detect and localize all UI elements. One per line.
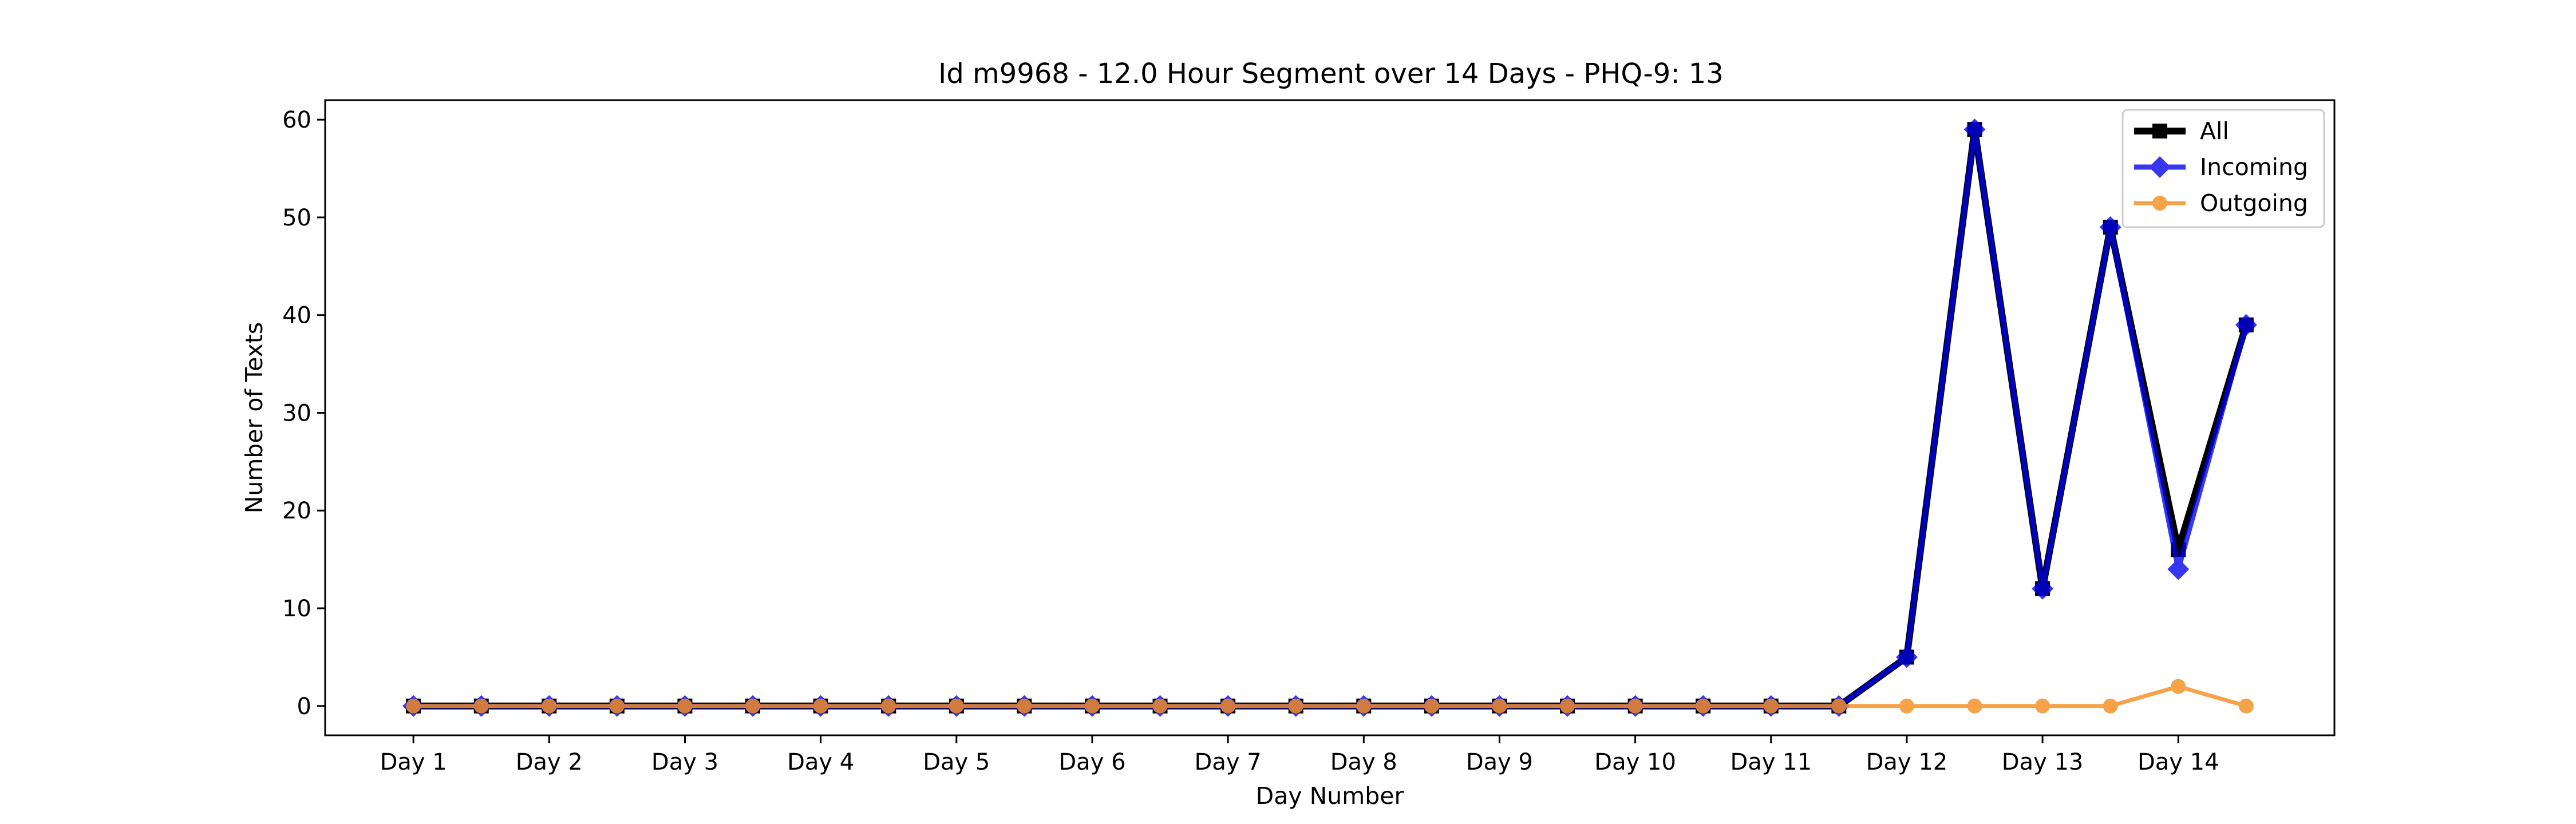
- data-point-incoming: [2167, 558, 2190, 580]
- data-point-outgoing: [473, 698, 489, 714]
- x-tick-label: Day 14: [2138, 749, 2219, 775]
- series-line-outgoing: [411, 684, 2249, 708]
- chart-title: Id m9968 - 12.0 Hour Segment over 14 Day…: [938, 58, 1724, 90]
- y-tick-label: 40: [282, 303, 311, 329]
- x-tick-label: Day 4: [787, 749, 854, 775]
- y-tick-label: 50: [282, 205, 311, 231]
- legend-marker-incoming: [2149, 156, 2171, 178]
- data-point-incoming: [1895, 646, 1918, 668]
- data-point-outgoing: [1763, 698, 1779, 714]
- x-tick-label: Day 2: [516, 749, 583, 775]
- data-point-outgoing: [677, 698, 693, 714]
- legend: All Incoming Outgoing: [2121, 109, 2325, 228]
- data-point-outgoing: [609, 698, 625, 714]
- data-point-outgoing: [406, 698, 421, 714]
- legend-handle-all: [2134, 124, 2186, 138]
- data-point-outgoing: [1152, 698, 1168, 714]
- data-point-outgoing: [1356, 698, 1372, 714]
- data-point-outgoing: [1288, 698, 1303, 714]
- x-tick-label: Day 7: [1195, 749, 1262, 775]
- series-outgoing: [406, 679, 2254, 714]
- y-tick-label: 0: [297, 694, 311, 720]
- y-tick-label: 60: [282, 107, 311, 133]
- y-tick-label: 10: [282, 596, 311, 622]
- data-point-outgoing: [745, 698, 761, 714]
- data-point-outgoing: [542, 698, 557, 714]
- legend-marker-outgoing: [2152, 196, 2167, 211]
- x-tick-label: Day 13: [2002, 749, 2084, 775]
- y-tick-label: 20: [282, 498, 311, 524]
- legend-handle-incoming: [2134, 156, 2186, 178]
- x-tick-label: Day 1: [380, 749, 447, 775]
- data-point-outgoing: [1084, 698, 1100, 714]
- plot-area: [402, 118, 2257, 717]
- y-axis-label: Number of Texts: [240, 322, 268, 514]
- data-point-outgoing: [1220, 698, 1236, 714]
- legend-marker-all: [2152, 124, 2167, 138]
- axes-frame: [324, 99, 2336, 736]
- x-tick-label: Day 10: [1594, 749, 1676, 775]
- data-point-outgoing: [2238, 698, 2254, 714]
- x-tick-label: Day 9: [1466, 749, 1533, 775]
- data-point-outgoing: [1967, 698, 1982, 714]
- data-point-outgoing: [2103, 698, 2118, 714]
- axis-ticks: 0 10 20 30 40 50 60 Day 1 Day 2 Day 3 Day 4 Day 5 Da…: [282, 107, 2219, 775]
- x-tick-label: Day 12: [1866, 749, 1948, 775]
- data-point-outgoing: [1899, 698, 1914, 714]
- data-point-outgoing: [1492, 698, 1507, 714]
- data-point-outgoing: [1560, 698, 1575, 714]
- legend-handle-outgoing: [2134, 196, 2186, 211]
- legend-label-outgoing: Outgoing: [2200, 189, 2308, 217]
- data-point-outgoing: [1696, 698, 1711, 714]
- data-point-outgoing: [1424, 698, 1439, 714]
- data-point-incoming: [2099, 216, 2121, 238]
- data-point-outgoing: [2035, 698, 2050, 714]
- data-point-outgoing: [1017, 698, 1032, 714]
- data-point-outgoing: [1627, 698, 1643, 714]
- data-point-outgoing: [813, 698, 828, 714]
- legend-box: [2121, 109, 2325, 228]
- x-tick-label: Day 6: [1058, 749, 1125, 775]
- x-tick-label: Day 8: [1330, 749, 1397, 775]
- data-point-incoming: [2032, 577, 2054, 600]
- legend-label-all: All: [2200, 117, 2229, 145]
- data-point-outgoing: [881, 698, 896, 714]
- y-tick-label: 30: [282, 400, 311, 426]
- data-point-outgoing: [1831, 698, 1847, 714]
- data-point-outgoing: [2171, 679, 2186, 694]
- data-point-outgoing: [949, 698, 964, 714]
- data-point-incoming: [1963, 118, 1986, 141]
- x-tick-label: Day 11: [1730, 749, 1812, 775]
- x-tick-label: Day 5: [923, 749, 990, 775]
- x-axis-label: Day Number: [1256, 782, 1404, 810]
- legend-label-incoming: Incoming: [2200, 153, 2308, 181]
- x-tick-label: Day 3: [651, 749, 718, 775]
- data-point-incoming: [2235, 314, 2257, 336]
